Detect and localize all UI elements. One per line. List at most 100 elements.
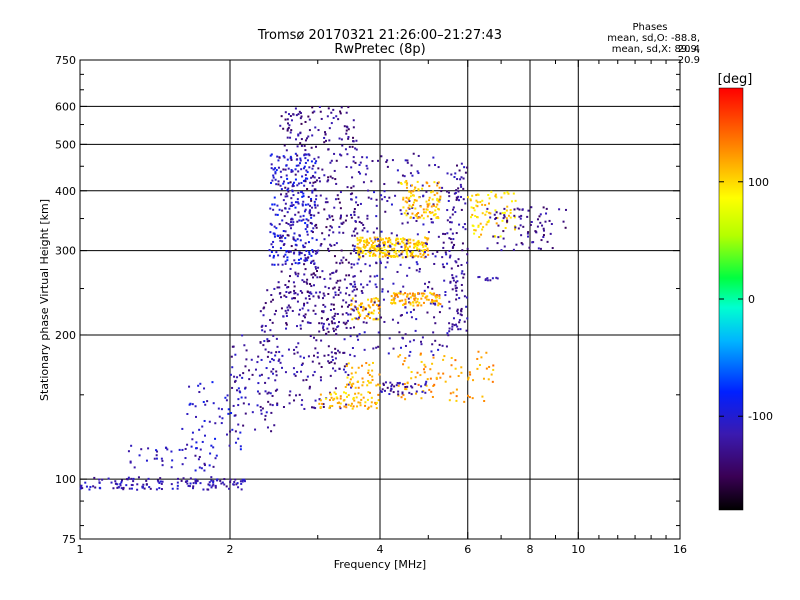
data-point [294,168,297,171]
data-point [452,238,455,241]
data-point [187,484,190,487]
data-point [300,122,303,125]
data-point [417,255,420,258]
data-point [336,402,339,405]
data-point [405,183,408,186]
data-point [397,181,400,184]
data-point [448,330,451,333]
data-point [367,391,370,394]
data-point [562,220,565,223]
data-point [122,488,125,491]
data-point [494,193,497,196]
data-point [342,351,345,354]
data-point [287,126,290,129]
data-point [486,279,489,282]
data-point [202,488,205,491]
data-point [476,201,479,204]
data-point [299,324,302,327]
data-point [214,437,217,440]
data-point [410,377,413,380]
data-point [388,393,391,396]
data-point [367,298,370,301]
data-point [404,298,407,301]
data-point [357,216,360,219]
data-point [294,152,297,155]
chart-subtitle: RwPretec (8p) [334,42,426,57]
data-point [119,484,122,487]
data-point [426,205,429,208]
data-point [286,122,289,125]
data-point [212,483,215,486]
data-point [304,157,307,160]
data-point [309,214,312,217]
data-point [383,252,386,255]
data-point [381,290,384,293]
data-point [383,246,386,249]
data-point [198,391,201,394]
data-point [294,271,297,274]
data-point [418,301,421,304]
data-point [277,281,280,284]
data-point [250,358,253,361]
data-point [460,283,463,286]
data-point [304,203,307,206]
data-point [436,182,439,185]
data-point [241,334,244,337]
data-point [414,214,417,217]
data-point [404,306,407,309]
data-point [311,189,314,192]
data-point [314,162,317,165]
data-point [294,107,297,110]
data-point [305,281,308,284]
data-point [414,186,417,189]
data-point [455,261,458,264]
grid-lines [80,60,680,539]
data-point [527,209,530,212]
data-point [330,396,333,399]
data-point [347,136,350,139]
data-point [278,350,281,353]
data-point [404,302,407,305]
data-point [280,236,283,239]
data-point [302,167,305,170]
data-point [280,115,283,118]
data-point [351,176,354,179]
data-point [343,365,346,368]
data-point [160,488,163,491]
data-point [286,128,289,131]
data-point [431,362,434,365]
data-point [408,266,411,269]
data-point [234,441,237,444]
data-point [192,487,195,490]
data-point [311,249,314,252]
data-point [477,224,480,227]
data-point [171,459,174,462]
data-point [432,293,435,296]
data-point [272,368,275,371]
data-point [116,483,119,486]
data-point [449,216,452,219]
data-point [481,212,484,215]
data-point [296,220,299,223]
data-point [395,252,398,255]
data-point [288,124,291,127]
data-point [278,223,281,226]
data-point [399,209,402,212]
data-point [308,387,311,390]
data-point [408,245,411,248]
data-point [399,354,402,357]
data-point [422,253,425,256]
data-point [485,351,488,354]
data-point [540,239,543,242]
data-point [356,405,359,408]
data-point [341,313,344,316]
data-point [420,214,423,217]
data-point [499,235,502,238]
data-point [457,195,460,198]
data-point [480,233,483,236]
data-point [228,487,231,490]
data-point [305,249,308,252]
data-point [260,325,263,328]
data-point [300,115,303,118]
data-point [478,275,481,278]
